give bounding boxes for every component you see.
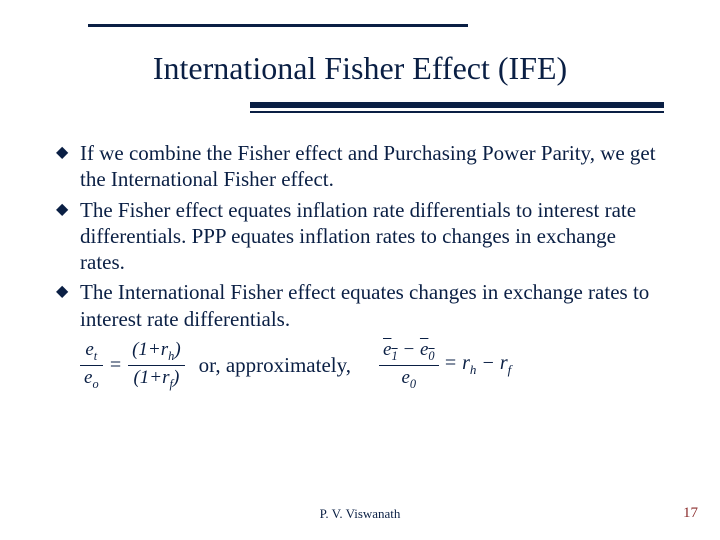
fraction-num: et [81,340,101,363]
title-container: International Fisher Effect (IFE) [0,50,720,87]
footer-author: P. V. Viswanath [0,506,720,522]
fraction-bar [128,365,185,366]
content-area: ◆ If we combine the Fisher effect and Pu… [56,140,666,390]
approx-label: or, approximately, [199,352,351,378]
fraction-den: eo [80,368,103,391]
formula-row: et eo = (1+rh) (1+rf) or, approximately,… [80,340,666,391]
page-title: International Fisher Effect (IFE) [153,50,567,87]
bullet-item: ◆ The International Fisher effect equate… [56,279,666,332]
fraction-right: (1+rh) (1+rf) [128,340,185,391]
bullet-text: The Fisher effect equates inflation rate… [80,197,666,276]
approx-rhs: = rh − rf [439,351,512,378]
decorative-top-line [88,24,468,27]
underline-thick [250,102,664,108]
bullet-item: ◆ If we combine the Fisher effect and Pu… [56,140,666,193]
decorative-underline [250,102,664,114]
fraction-den: (1+rf) [129,368,183,391]
bullet-text: If we combine the Fisher effect and Purc… [80,140,666,193]
fraction-approx: e1 − e0 e0 [379,340,439,391]
fraction-num: (1+rh) [128,340,185,363]
fraction-left: et eo [80,340,103,391]
diamond-icon: ◆ [56,279,80,305]
equals-sign: = [103,353,129,378]
slide: International Fisher Effect (IFE) ◆ If w… [0,0,720,540]
fraction-bar [379,365,439,366]
bullet-text: The International Fisher effect equates … [80,279,666,332]
diamond-icon: ◆ [56,140,80,166]
diamond-icon: ◆ [56,197,80,223]
underline-thin [250,111,664,113]
footer-page-number: 17 [683,505,698,522]
fraction-den: e0 [397,368,420,391]
fraction-num: e1 − e0 [379,340,439,363]
fraction-bar [80,365,103,366]
bullet-item: ◆ The Fisher effect equates inflation ra… [56,197,666,276]
